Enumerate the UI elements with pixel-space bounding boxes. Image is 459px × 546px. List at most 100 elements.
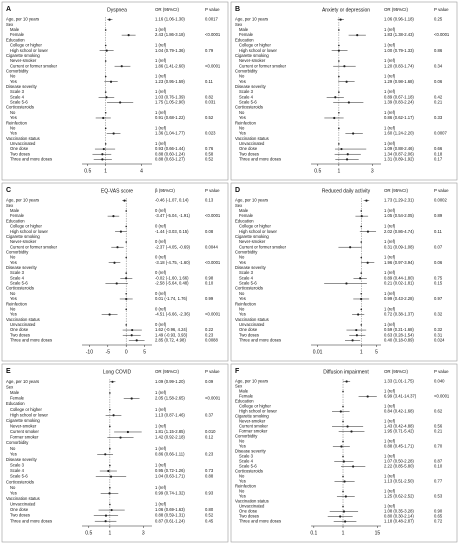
p-label: 0.45	[205, 518, 214, 523]
reference-point	[342, 420, 344, 423]
p-label: 0.11	[434, 229, 443, 234]
p-label: 0.52	[205, 115, 214, 120]
estimate-header: OR (95%CI)	[384, 188, 408, 193]
estimate-label: 1 (ref)	[384, 89, 396, 94]
row-label: Current smoker	[239, 424, 268, 429]
reference-point	[342, 505, 344, 508]
estimate-label: 1.13 (0.87-1.46)	[155, 412, 185, 417]
estimate-label: 1.00 (0.79-1.33)	[384, 48, 414, 53]
p-label: 0.77	[434, 479, 443, 484]
estimate-label: 0.95 (0.72-1.26)	[155, 468, 185, 473]
estimate-point	[108, 313, 111, 316]
estimate-label: 1 (ref)	[384, 439, 396, 444]
x-tick-label: -10	[86, 349, 93, 355]
reference-point	[125, 324, 128, 326]
estimate-label: 1 (ref)	[155, 89, 167, 94]
p-label: 0.32	[434, 312, 443, 317]
p-label: 0.09	[205, 379, 214, 384]
p-label: 0.0017	[205, 17, 218, 22]
reference-point	[125, 225, 128, 228]
p-label: 0.52	[205, 157, 214, 162]
row-label: Scale 4	[10, 275, 25, 280]
p-label: 0.34	[434, 63, 443, 68]
row-label: High school or lower	[10, 412, 49, 417]
reference-point	[338, 143, 340, 145]
p-label: 0.99	[205, 296, 214, 301]
p-label: 0.21	[434, 429, 443, 434]
row-heading: Education	[235, 218, 254, 223]
estimate-label: 1 (ref)	[384, 291, 396, 296]
row-label: Never-smoker	[10, 424, 37, 429]
estimate-label: 0.93 (0.66-1.44)	[155, 146, 185, 151]
x-tick-label: 0.5	[84, 168, 91, 174]
reference-point	[125, 308, 128, 311]
p-header: P value	[205, 7, 220, 12]
estimate-label: 0.86 (0.62-1.17)	[384, 115, 414, 120]
row-label: Three and more doses	[239, 519, 281, 524]
reference-point	[125, 210, 128, 212]
p-label: 0.93	[205, 490, 214, 495]
p-label: 0.80	[205, 507, 214, 512]
p-label: 0.53	[434, 494, 443, 499]
row-heading: Sex	[6, 384, 14, 389]
p-label: 0.031	[205, 100, 216, 105]
estimate-label: 0.72 (0.38-1.37)	[384, 312, 414, 317]
estimate-label: 0.84 (0.42-1.68)	[384, 409, 414, 414]
estimate-label: 1.29 (0.98-1.68)	[384, 79, 414, 84]
estimate-label: 1 (ref)	[384, 255, 396, 260]
row-heading: Reinfection	[235, 301, 257, 306]
reference-point	[109, 486, 111, 489]
row-label: One dose	[10, 507, 29, 512]
row-label: No	[239, 110, 245, 115]
p-label: 0.06	[434, 79, 443, 84]
row-heading: Disease severity	[235, 265, 267, 270]
estimate-point	[342, 510, 346, 513]
estimate-point	[109, 475, 113, 478]
row-label: No	[239, 74, 245, 79]
p-label: 0.0044	[205, 244, 218, 249]
p-label: 0.97	[434, 296, 443, 301]
estimate-label: 1.06 (0.96-1.18)	[384, 17, 414, 22]
estimate-point	[342, 460, 345, 463]
row-label: Female	[239, 213, 254, 218]
p-label: 0.52	[205, 513, 214, 518]
row-label: No	[239, 255, 245, 260]
x-tick-label: 5	[375, 349, 378, 355]
estimate-label: 0.99 (0.74-1.32)	[155, 490, 185, 495]
estimate-label: 1.39 (0.83-2.24)	[384, 100, 414, 105]
row-label: Former smoker	[239, 429, 268, 434]
row-heading: Comorbidity	[235, 434, 258, 439]
estimate-label: 0.99 (0.43-2.28)	[384, 296, 414, 301]
estimate-label: 1 (ref)	[155, 125, 167, 130]
reference-point	[342, 440, 344, 443]
row-label: Female	[10, 396, 25, 401]
estimate-point	[112, 414, 115, 417]
row-label: No	[10, 125, 16, 130]
row-label: Three and more doses	[10, 518, 52, 523]
estimate-point	[125, 277, 128, 280]
estimate-label: 1 (ref)	[384, 474, 396, 479]
p-label: 0.0002	[434, 198, 447, 203]
row-heading: Vaccination status	[235, 499, 269, 504]
p-label: 0.58	[205, 151, 214, 156]
estimate-label: -1.44 (-3.03, 0.15)	[155, 229, 189, 234]
row-label: Age, per 10 years	[235, 198, 268, 203]
p-label: 0.21	[434, 100, 443, 105]
estimate-label: -3.47 (-5.04, -1.91)	[155, 213, 191, 218]
row-heading: Cigarette smoking	[235, 234, 269, 239]
estimate-label: 6.99 (3.41-14.37)	[384, 394, 417, 399]
p-label: 0.023	[205, 131, 216, 136]
row-label: Former smoker	[10, 435, 39, 440]
estimate-point	[355, 334, 358, 337]
x-tick-label: 0.01	[313, 349, 323, 355]
estimate-label: 0.87 (0.61-1.24)	[155, 518, 185, 523]
row-label: Two doses	[239, 151, 259, 156]
row-label: Two doses	[10, 151, 30, 156]
panel-label: A	[6, 6, 11, 13]
reference-point	[360, 324, 363, 326]
estimate-label: 1 (ref)	[155, 446, 167, 451]
estimate-label: 1.83 (1.38-2.43)	[384, 32, 414, 37]
row-label: Never-smoker	[239, 419, 266, 424]
row-label: No	[10, 446, 16, 451]
p-label: 0.73	[205, 468, 214, 473]
